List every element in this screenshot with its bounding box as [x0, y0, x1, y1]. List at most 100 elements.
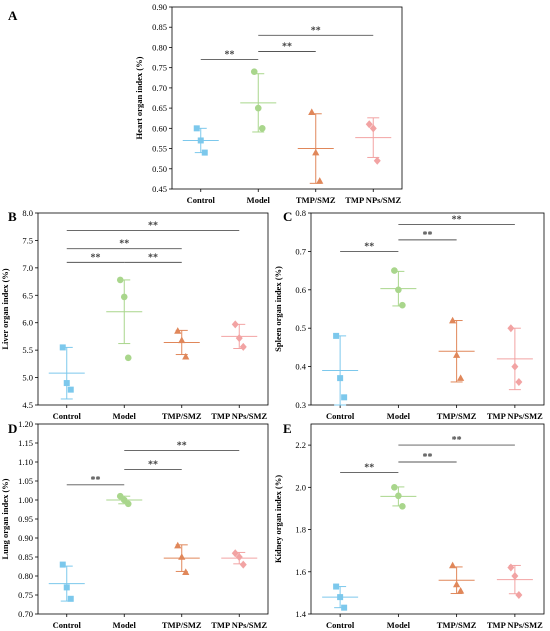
- significance-label: **: [91, 475, 101, 486]
- data-point: [231, 549, 239, 558]
- data-point: [449, 561, 457, 569]
- y-tick-label: 0.90: [152, 2, 167, 12]
- significance-label: **: [364, 463, 374, 474]
- panel-C: C 0.3 0.4 0.5 0.6 0.7 0.8 Spleen organ index (%…: [273, 208, 545, 421]
- group-model: [106, 492, 143, 508]
- y-axis-label: Heart organ index (%): [134, 56, 144, 139]
- axis-frame: [171, 6, 403, 190]
- y-tick-label: 0.95: [18, 514, 33, 524]
- data-point: [395, 286, 402, 294]
- x-category-label: Control: [326, 620, 355, 630]
- data-point: [369, 124, 377, 133]
- group-tmp-smz: [163, 541, 200, 575]
- y-tick-label: 2.0: [295, 482, 306, 492]
- x-category-label: Model: [113, 411, 137, 421]
- y-tick-label: 6.5: [22, 290, 33, 300]
- significance-label: **: [225, 50, 235, 61]
- x-category-label: TMP NPs/SMZ: [487, 620, 543, 630]
- data-point: [239, 342, 247, 351]
- group-model: [380, 267, 417, 309]
- data-point: [337, 375, 344, 382]
- data-point: [231, 320, 239, 329]
- group-control: [48, 561, 85, 602]
- panel-letter: E: [283, 421, 292, 436]
- data-point: [399, 503, 406, 510]
- data-point: [391, 484, 398, 491]
- data-point: [124, 354, 132, 362]
- data-point: [449, 316, 457, 324]
- y-tick-label: 0.70: [152, 83, 167, 93]
- data-point: [391, 267, 398, 274]
- significance-label: **: [91, 252, 101, 263]
- y-tick-label: 7.0: [22, 263, 33, 273]
- x-category-label: TMP/SMZ: [296, 195, 336, 205]
- y-tick-label: 1.4: [295, 609, 306, 619]
- y-tick-label: 0.7: [295, 246, 306, 256]
- y-tick-label: 0.45: [152, 184, 167, 194]
- panel-B: B 4.5 5.0 5.5 6.0 6.5 7.0 7.5 8.0 Liver organ ind…: [0, 208, 269, 421]
- data-point: [59, 344, 66, 351]
- data-point: [316, 177, 324, 184]
- panel-letter: B: [8, 209, 17, 224]
- y-tick-label: 0.55: [152, 144, 167, 154]
- data-point: [341, 394, 348, 401]
- significance-label: **: [452, 215, 462, 226]
- y-tick-label: 0.5: [295, 323, 306, 333]
- data-point: [182, 568, 190, 575]
- x-category-label: TMP NPs/SMZ: [345, 195, 401, 205]
- significance-label: **: [177, 441, 187, 452]
- x-category-label: Model: [387, 411, 411, 421]
- group-control: [48, 344, 85, 400]
- y-tick-label: 0.6: [295, 285, 306, 295]
- group-control: [322, 583, 359, 611]
- data-point: [67, 386, 74, 393]
- y-tick-label: 4.5: [22, 400, 33, 410]
- group-tmp-nps-smz: [496, 563, 533, 599]
- y-tick-label: 8.0: [22, 208, 33, 218]
- group-tmp-smz: [297, 108, 334, 184]
- y-tick-label: 5.5: [22, 345, 33, 355]
- group-tmp-nps-smz: [355, 117, 392, 165]
- y-tick-label: 7.5: [22, 235, 33, 245]
- data-point: [457, 374, 465, 381]
- group-control: [182, 125, 219, 156]
- data-point: [63, 380, 70, 387]
- y-axis-label: Lung organ index (%): [0, 478, 10, 559]
- panel-E: E 1.4 1.6 1.8 2.0 2.2 Kidney organ index (%) Co…: [273, 421, 545, 630]
- data-point: [337, 594, 344, 601]
- axis-frame: [310, 212, 545, 406]
- data-point: [63, 584, 70, 591]
- axis-frame: [310, 423, 545, 615]
- group-control: [322, 332, 359, 406]
- panel-letter: D: [8, 421, 17, 436]
- x-category-label: TMP/SMZ: [437, 620, 477, 630]
- data-point: [308, 108, 316, 115]
- data-point: [515, 591, 523, 599]
- y-tick-label: 0.80: [18, 571, 33, 581]
- x-category-label: TMP/SMZ: [162, 411, 202, 421]
- significance-label: **: [364, 241, 374, 252]
- data-point: [193, 125, 200, 132]
- group-tmp-nps-smz: [221, 320, 258, 351]
- y-axis-label: Spleen organ index (%): [273, 266, 283, 352]
- axis-frame: [37, 212, 269, 406]
- significance-label: **: [148, 252, 158, 263]
- group-tmp-nps-smz: [221, 549, 258, 569]
- data-point: [453, 351, 461, 358]
- significance-label: **: [311, 25, 321, 36]
- y-tick-label: 0.50: [152, 164, 167, 174]
- y-tick-label: 0.65: [152, 103, 167, 113]
- y-tick-label: 1.05: [18, 476, 33, 486]
- data-point: [511, 572, 519, 580]
- group-tmp-nps-smz: [496, 324, 533, 391]
- significance-label: **: [148, 460, 158, 471]
- data-point: [174, 541, 182, 549]
- axis-frame: [37, 423, 269, 615]
- data-point: [457, 586, 465, 594]
- x-category-label: TMP/SMZ: [437, 411, 477, 421]
- data-point: [254, 104, 262, 112]
- y-tick-label: 0.85: [18, 552, 33, 562]
- y-tick-label: 2.2: [295, 440, 306, 450]
- x-category-label: TMP NPs/SMZ: [211, 620, 267, 630]
